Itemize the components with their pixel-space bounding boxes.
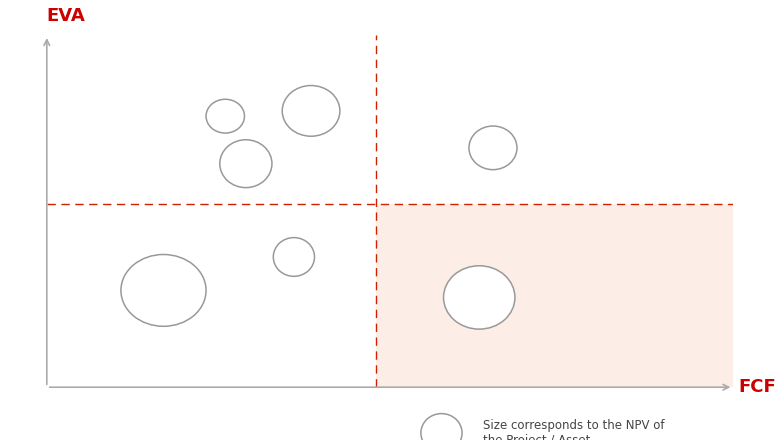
Text: EVA: EVA: [47, 7, 86, 25]
Ellipse shape: [121, 254, 206, 326]
Text: Size corresponds to the NPV of
the Project / Asset: Size corresponds to the NPV of the Proje…: [483, 419, 664, 440]
Ellipse shape: [206, 99, 244, 133]
Ellipse shape: [220, 140, 272, 187]
Ellipse shape: [444, 266, 515, 329]
Text: FCF: FCF: [739, 378, 776, 396]
Ellipse shape: [421, 414, 462, 440]
Ellipse shape: [273, 238, 314, 276]
Ellipse shape: [469, 126, 517, 170]
Bar: [376, 204, 733, 387]
Ellipse shape: [282, 85, 340, 136]
